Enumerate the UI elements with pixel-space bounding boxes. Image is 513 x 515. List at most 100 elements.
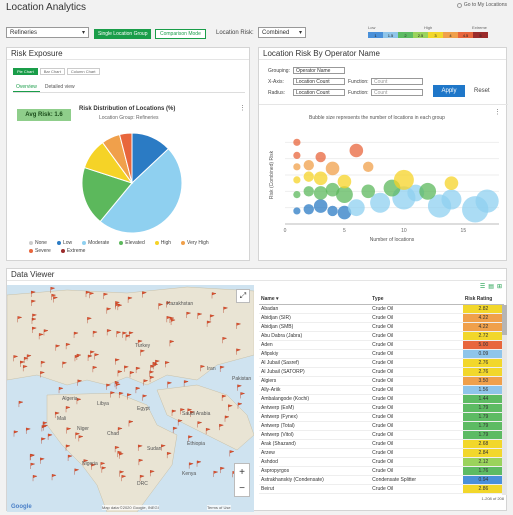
pie-slice-severe[interactable] <box>118 132 133 184</box>
location-marker-icon[interactable] <box>43 329 49 336</box>
table-row[interactable]: Abidjan (SIR) Crude Oil 4.22 <box>259 313 504 323</box>
location-marker-icon[interactable] <box>213 470 219 477</box>
bubble-point[interactable] <box>293 163 301 171</box>
bubble-point[interactable] <box>444 176 459 190</box>
bubble-point[interactable] <box>361 184 376 199</box>
table-row[interactable]: Arzew Crude Oil 2.84 <box>259 448 504 458</box>
location-marker-icon[interactable] <box>31 299 37 306</box>
location-marker-icon[interactable] <box>55 411 60 418</box>
detailed-view-tab[interactable]: Detailed view <box>44 84 75 90</box>
bubble-point[interactable] <box>337 205 352 220</box>
location-marker-icon[interactable] <box>172 426 178 434</box>
more-options-icon[interactable]: ⋮ <box>494 109 501 116</box>
location-marker-icon[interactable] <box>153 363 159 370</box>
location-marker-icon[interactable] <box>150 470 155 477</box>
location-marker-icon[interactable] <box>209 314 215 321</box>
location-marker-icon[interactable] <box>76 353 82 361</box>
location-marker-icon[interactable] <box>30 462 36 469</box>
table-row[interactable]: Antwerp (Fynex) Crude Oil 1.79 <box>259 412 504 422</box>
location-marker-icon[interactable] <box>129 371 135 378</box>
table-row[interactable]: Arak (Shazand) Crude Oil 2.68 <box>259 439 504 449</box>
location-marker-icon[interactable] <box>31 290 36 297</box>
location-marker-icon[interactable] <box>237 384 243 391</box>
bubble-point[interactable] <box>293 138 301 146</box>
pie-chart-tab[interactable]: Pie Chart <box>13 68 38 75</box>
location-marker-icon[interactable] <box>73 331 79 338</box>
location-marker-icon[interactable] <box>115 301 121 308</box>
legend-item[interactable]: High <box>154 240 171 246</box>
bubble-point[interactable] <box>337 174 352 189</box>
location-marker-icon[interactable] <box>197 312 203 319</box>
table-row[interactable]: Afipskiy Crude Oil 0.09 <box>259 349 504 359</box>
bubble-point[interactable] <box>325 182 340 197</box>
legend-item[interactable]: Moderate <box>82 240 109 246</box>
location-marker-icon[interactable] <box>236 322 242 329</box>
location-marker-icon[interactable] <box>188 462 194 469</box>
bubble-point[interactable] <box>303 186 314 197</box>
location-marker-icon[interactable] <box>74 468 80 475</box>
location-marker-icon[interactable] <box>78 435 84 442</box>
location-marker-icon[interactable] <box>87 317 93 324</box>
legend-item[interactable]: Very High <box>181 240 209 246</box>
location-marker-icon[interactable] <box>188 435 194 442</box>
add-icon[interactable]: ⊞ <box>496 284 502 290</box>
location-marker-icon[interactable] <box>17 316 23 323</box>
location-marker-icon[interactable] <box>122 331 128 338</box>
location-marker-icon[interactable] <box>91 463 97 470</box>
location-marker-icon[interactable] <box>117 303 123 311</box>
location-marker-icon[interactable] <box>100 462 106 469</box>
location-marker-icon[interactable] <box>186 311 192 319</box>
location-marker-icon[interactable] <box>171 409 177 416</box>
table-row[interactable]: Ally-Ariik Crude Oil 1.56 <box>259 385 504 395</box>
bubble-point[interactable] <box>315 151 326 163</box>
location-marker-icon[interactable] <box>29 454 35 461</box>
location-marker-icon[interactable] <box>94 353 100 360</box>
table-row[interactable]: Abidjan (SMB) Crude Oil 4.22 <box>259 322 504 332</box>
function-select-1[interactable]: Count <box>371 78 423 85</box>
location-marker-icon[interactable] <box>197 421 203 428</box>
location-marker-icon[interactable] <box>77 379 83 386</box>
location-marker-icon[interactable] <box>128 331 134 338</box>
column-chart-tab[interactable]: Column Chart <box>66 68 100 75</box>
location-marker-icon[interactable] <box>200 365 206 372</box>
location-marker-icon[interactable] <box>26 427 31 434</box>
reset-button[interactable]: Reset <box>474 88 490 94</box>
location-marker-icon[interactable] <box>196 460 202 467</box>
location-marker-icon[interactable] <box>228 404 233 411</box>
column-header-type[interactable]: Type <box>370 295 463 305</box>
location-marker-icon[interactable] <box>106 307 112 314</box>
location-marker-icon[interactable] <box>222 336 228 344</box>
location-marker-icon[interactable] <box>103 292 109 300</box>
overview-tab[interactable]: Overview <box>13 83 40 92</box>
table-row[interactable]: Abu Dabra (Jabra) Crude Oil 2.72 <box>259 331 504 341</box>
legend-item[interactable]: Extreme <box>60 248 85 254</box>
bubble-point[interactable] <box>349 143 364 158</box>
bubble-point[interactable] <box>293 176 301 184</box>
filter-icon[interactable]: ▤ <box>488 284 494 290</box>
location-marker-icon[interactable] <box>26 354 32 361</box>
legend-item[interactable]: Low <box>56 240 72 246</box>
go-to-my-locations-link[interactable]: Go to My Locations <box>456 2 507 8</box>
bubble-point[interactable] <box>327 205 338 217</box>
location-risk-select[interactable]: Combined ▾ <box>258 27 306 38</box>
location-marker-icon[interactable] <box>125 334 131 341</box>
scrollbar-thumb[interactable] <box>502 305 507 335</box>
table-row[interactable]: Astrakhanskiy (Condensate) Condensate Spl… <box>259 475 504 485</box>
location-marker-icon[interactable] <box>58 387 64 394</box>
location-marker-icon[interactable] <box>67 454 73 461</box>
location-marker-icon[interactable] <box>53 296 59 303</box>
location-marker-icon[interactable] <box>138 458 144 466</box>
location-marker-icon[interactable] <box>177 419 183 426</box>
location-marker-icon[interactable] <box>89 291 95 299</box>
location-marker-icon[interactable] <box>116 330 122 338</box>
location-marker-icon[interactable] <box>119 391 124 399</box>
location-marker-icon[interactable] <box>106 383 112 390</box>
bubble-point[interactable] <box>293 151 301 159</box>
location-marker-icon[interactable] <box>140 349 146 356</box>
location-marker-icon[interactable] <box>117 450 123 458</box>
location-marker-icon[interactable] <box>75 432 81 439</box>
location-marker-icon[interactable] <box>51 474 57 481</box>
location-marker-icon[interactable] <box>50 286 56 294</box>
location-marker-icon[interactable] <box>22 365 28 372</box>
location-marker-icon[interactable] <box>240 392 246 399</box>
